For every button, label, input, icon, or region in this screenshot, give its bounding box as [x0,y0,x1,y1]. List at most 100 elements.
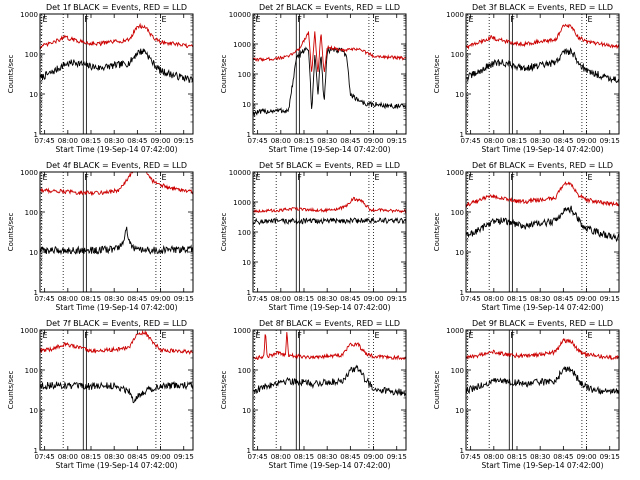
panel-det-1: Det 1f BLACK = Events, RED = LLD E F E 07:45… [7,3,194,154]
marker-label: E [162,173,167,182]
x-tick-label: 08:45 [553,295,573,303]
y-tick-label: 10 [242,259,251,267]
panel-title: Det 8f BLACK = Events, RED = LLD [259,319,400,328]
x-tick-label: 09:15 [600,295,620,303]
x-tick-label: 09:15 [600,137,620,145]
x-tick-label: 08:15 [81,295,101,303]
series-line-lld [465,23,620,50]
x-tick-label: 08:00 [271,453,291,461]
y-axis-label: Counts/sec [433,55,441,94]
y-axis-label: Counts/sec [7,371,15,410]
x-tick-label: 08:30 [104,137,124,145]
marker-label: E [162,331,167,340]
y-tick-label: 100 [238,71,251,79]
x-tick-label: 08:00 [58,295,78,303]
y-tick-label: 10 [242,101,251,109]
y-tick-label: 1000 [20,169,38,177]
y-tick-label: 10 [455,407,464,415]
marker-label: E [375,331,380,340]
y-tick-label: 1 [34,131,38,139]
marker-label: E [43,173,48,182]
series-line-events [465,205,620,243]
x-tick-label: 08:45 [127,453,147,461]
x-axis-label: Start Time (19-Sep-14 07:42:00) [482,461,604,470]
x-tick-label: 07:45 [248,453,268,461]
plot-frame [252,329,407,451]
x-axis-label: Start Time (19-Sep-14 07:42:00) [56,461,178,470]
y-tick-label: 1 [247,131,251,139]
y-tick-label: 10 [29,407,38,415]
series-line-events [252,364,407,397]
x-tick-label: 08:45 [553,453,573,461]
x-tick-label: 09:15 [387,137,407,145]
x-tick-label: 08:00 [58,453,78,461]
plot-frame [465,13,620,135]
x-tick-label: 07:45 [248,137,268,145]
series-line-lld [252,196,407,214]
x-axis-label: Start Time (19-Sep-14 07:42:00) [269,145,391,154]
marker-label: F [510,173,515,182]
y-tick-label: 10 [29,91,38,99]
series-line-events [252,217,407,226]
x-axis-label: Start Time (19-Sep-14 07:42:00) [56,303,178,312]
y-tick-label: 10000 [229,11,251,19]
marker-label: F [510,331,515,340]
y-tick-label: 1 [247,289,251,297]
x-tick-label: 09:15 [600,453,620,461]
x-tick-label: 09:00 [363,295,383,303]
y-axis-label: Counts/sec [220,213,228,252]
x-tick-label: 08:15 [294,453,314,461]
y-axis-label: Counts/sec [220,55,228,94]
marker-label: E [256,15,261,24]
x-tick-label: 07:45 [461,295,481,303]
x-tick-label: 09:00 [150,295,170,303]
y-axis-label: Counts/sec [7,213,15,252]
x-tick-label: 08:15 [294,137,314,145]
y-tick-label: 1000 [446,169,464,177]
x-tick-label: 08:45 [340,137,360,145]
panel-det-4: Det 4f BLACK = Events, RED = LLD E F E 07:45… [7,161,194,312]
y-tick-label: 100 [25,51,38,59]
marker-label: E [469,173,474,182]
y-tick-label: 10000 [229,169,251,177]
x-tick-label: 08:00 [484,137,504,145]
x-tick-label: 09:15 [387,453,407,461]
x-tick-label: 08:45 [553,137,573,145]
series-line-lld [39,171,194,197]
marker-label: E [256,331,261,340]
panel-det-6: Det 6f BLACK = Events, RED = LLD E F E 07:45… [433,161,620,312]
x-tick-label: 07:45 [35,137,55,145]
marker-label: E [588,173,593,182]
x-tick-label: 09:00 [150,453,170,461]
x-tick-label: 08:30 [104,295,124,303]
y-tick-label: 1000 [446,327,464,335]
x-tick-label: 08:30 [317,137,337,145]
marker-label: F [84,331,89,340]
marker-label: E [375,173,380,182]
panel-det-5: Det 5f BLACK = Events, RED = LLD E F E 07:45… [220,161,407,312]
x-tick-label: 08:15 [294,295,314,303]
x-tick-label: 08:30 [104,453,124,461]
y-tick-label: 1 [247,447,251,455]
marker-label: F [297,331,302,340]
panel-title: Det 6f BLACK = Events, RED = LLD [472,161,613,170]
y-tick-label: 1000 [20,327,38,335]
y-tick-label: 1 [460,131,464,139]
series-line-events [465,365,620,395]
y-tick-label: 1000 [20,11,38,19]
plot-frame [39,329,194,451]
x-tick-label: 08:45 [127,295,147,303]
x-tick-label: 09:00 [150,137,170,145]
x-tick-label: 09:15 [174,137,194,145]
x-axis-label: Start Time (19-Sep-14 07:42:00) [482,303,604,312]
x-axis-label: Start Time (19-Sep-14 07:42:00) [56,145,178,154]
y-tick-label: 100 [238,229,251,237]
x-tick-label: 09:15 [174,295,194,303]
series-line-events [39,380,194,404]
panel-title: Det 1f BLACK = Events, RED = LLD [46,3,187,12]
marker-label: F [510,15,515,24]
plot-frame [39,13,194,135]
y-tick-label: 10 [455,91,464,99]
x-axis-label: Start Time (19-Sep-14 07:42:00) [482,145,604,154]
